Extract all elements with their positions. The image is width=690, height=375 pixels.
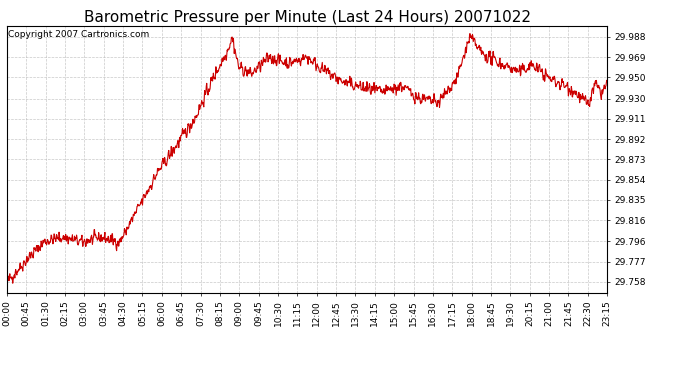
Text: Copyright 2007 Cartronics.com: Copyright 2007 Cartronics.com <box>8 30 149 39</box>
Title: Barometric Pressure per Minute (Last 24 Hours) 20071022: Barometric Pressure per Minute (Last 24 … <box>83 10 531 25</box>
